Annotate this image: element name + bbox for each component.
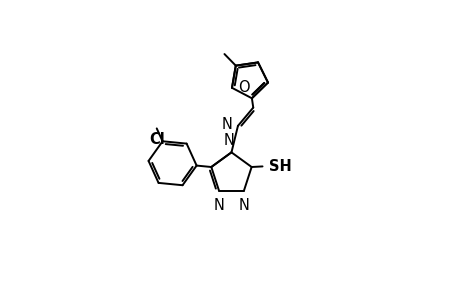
Text: N: N [221, 117, 232, 132]
Text: N: N [223, 133, 234, 148]
Text: N: N [238, 198, 249, 213]
Text: N: N [213, 198, 224, 213]
Text: Cl: Cl [149, 132, 164, 147]
Text: O: O [237, 80, 249, 95]
Text: SH: SH [269, 159, 291, 174]
